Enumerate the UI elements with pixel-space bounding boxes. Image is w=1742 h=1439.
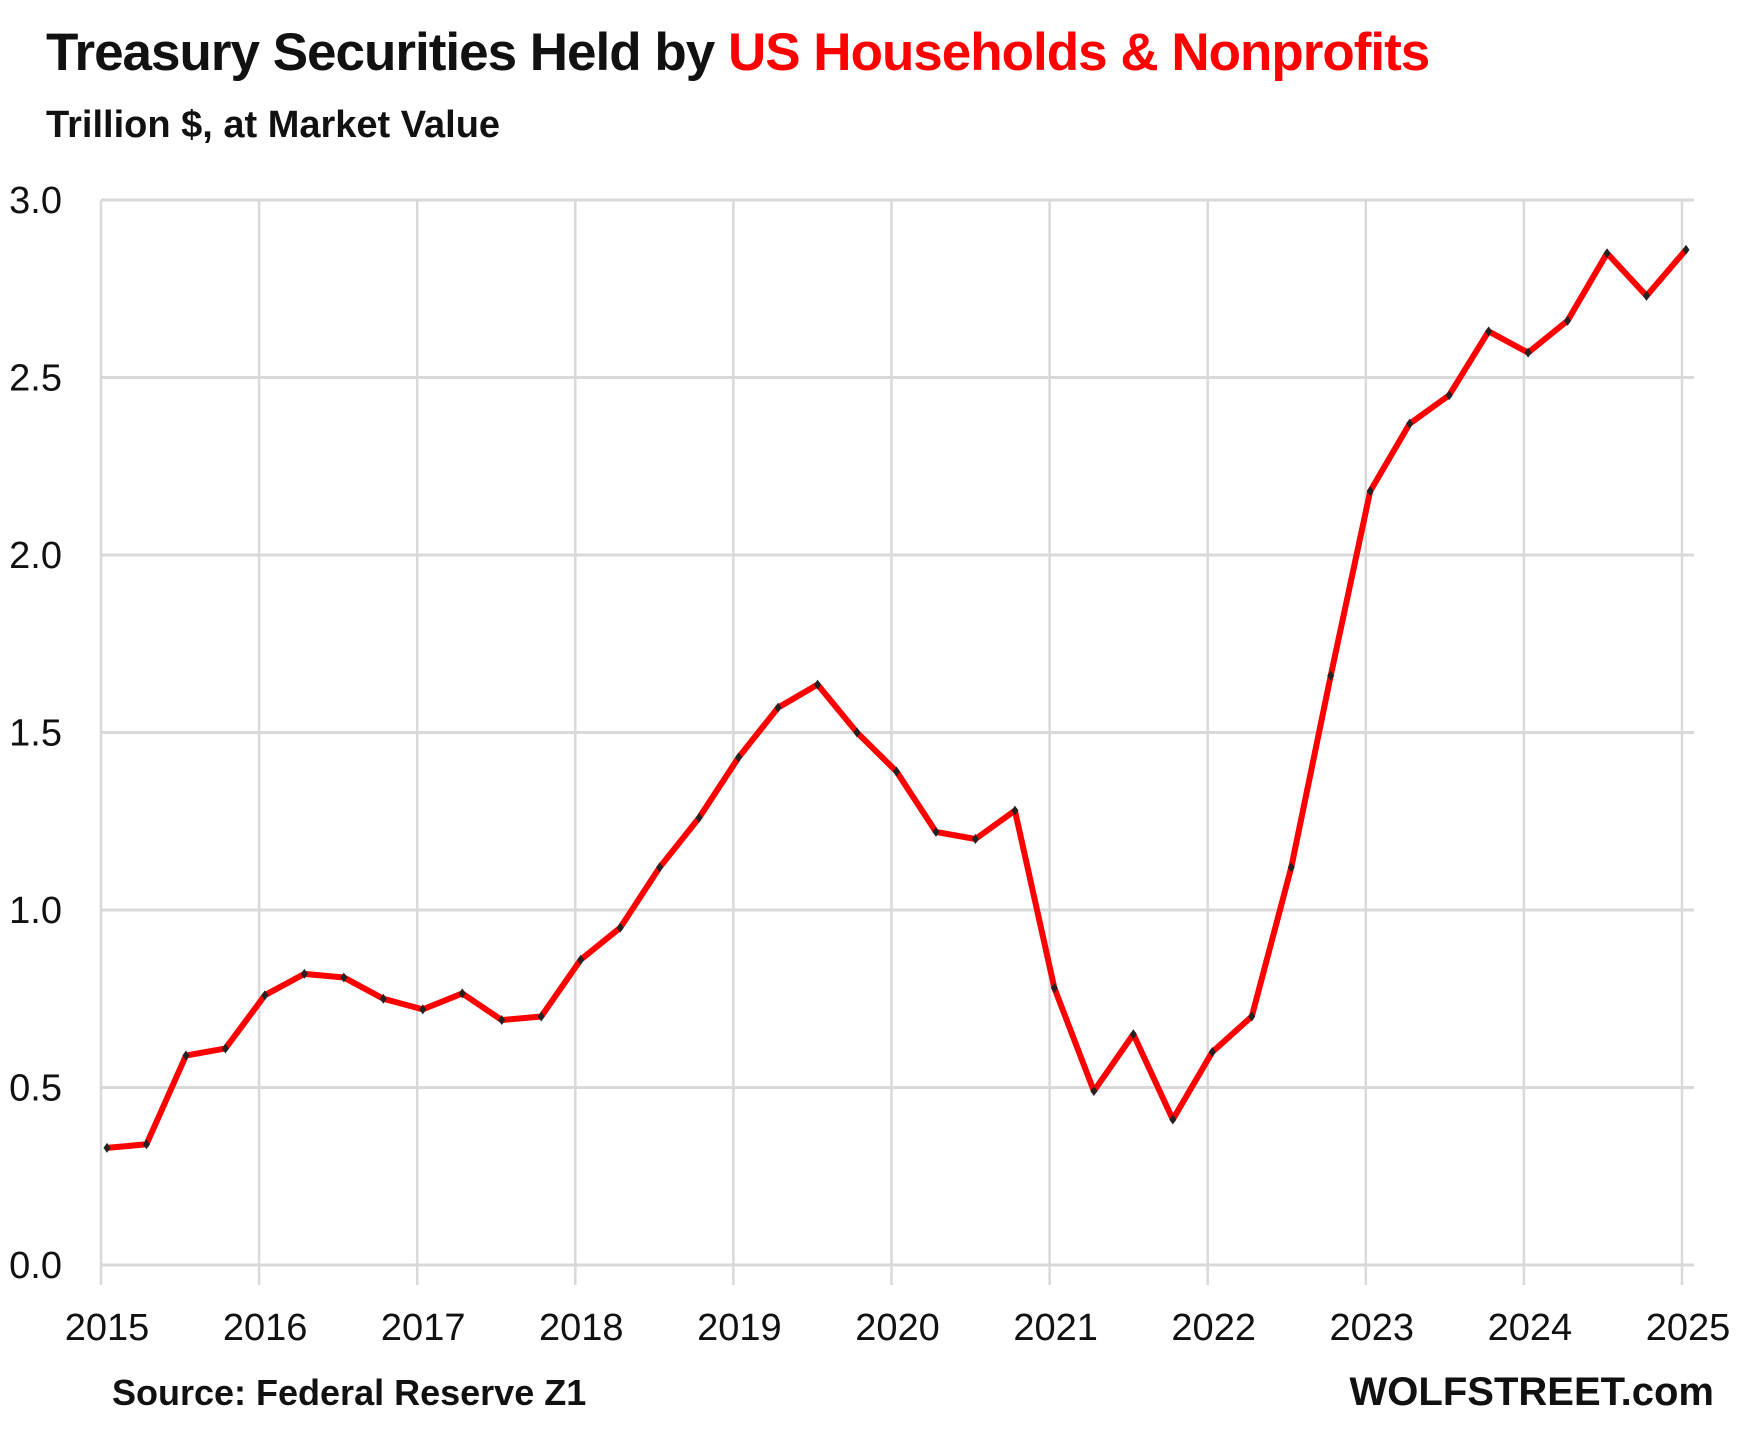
- data-point-marker: [1090, 1086, 1098, 1097]
- chart-title-highlight: US Households & Nonprofits: [727, 23, 1430, 82]
- data-point-marker: [1643, 290, 1651, 301]
- data-point-marker: [537, 1011, 545, 1022]
- data-point-marker: [182, 1050, 190, 1061]
- x-tick-label: 2025: [1646, 1307, 1731, 1349]
- x-tick-label: 2016: [223, 1307, 308, 1349]
- data-point-marker: [814, 679, 822, 690]
- data-point-marker: [971, 834, 979, 844]
- chart-title: Treasury Securities Held by US Household…: [46, 22, 1430, 83]
- data-point-marker: [1682, 244, 1690, 255]
- data-point-marker: [419, 1004, 427, 1015]
- data-point-marker: [340, 972, 348, 983]
- y-tick-label: 1.0: [9, 890, 62, 932]
- data-point-marker: [1129, 1029, 1137, 1040]
- data-point-marker: [1248, 1011, 1256, 1022]
- data-point-marker: [458, 988, 466, 999]
- x-tick-label: 2024: [1488, 1307, 1573, 1349]
- data-point-marker: [577, 954, 585, 965]
- data-point-marker: [1287, 862, 1295, 873]
- data-point-marker: [1208, 1047, 1216, 1057]
- data-point-marker: [261, 990, 269, 1001]
- y-tick-label: 2.0: [9, 535, 62, 577]
- data-point-marker: [221, 1043, 229, 1054]
- brand-watermark: WOLFSTREET.com: [1349, 1370, 1714, 1414]
- data-point-marker: [142, 1139, 150, 1150]
- x-tick-label: 2019: [697, 1307, 782, 1349]
- y-tick-label: 3.0: [9, 180, 62, 222]
- x-tick-label: 2015: [65, 1307, 150, 1349]
- data-point-marker: [1327, 670, 1335, 681]
- chart-title-main: Treasury Securities Held by: [46, 23, 728, 82]
- data-point-marker: [695, 812, 703, 823]
- data-point-marker: [1445, 390, 1453, 401]
- data-point-marker: [1366, 486, 1374, 497]
- chart-subtitle: Trillion $, at Market Value: [46, 104, 501, 146]
- data-point-marker: [1524, 347, 1532, 358]
- data-point-marker: [379, 993, 387, 1004]
- data-point-marker: [1564, 315, 1572, 326]
- data-point-marker: [498, 1015, 506, 1026]
- y-tick-label: 0.0: [9, 1245, 62, 1287]
- data-point-marker: [1603, 248, 1611, 259]
- data-point-marker: [893, 766, 900, 777]
- data-point-marker: [774, 702, 782, 713]
- x-tick-label: 2020: [855, 1307, 940, 1349]
- data-point-marker: [103, 1142, 111, 1153]
- x-tick-label: 2021: [1013, 1307, 1098, 1349]
- data-point-marker: [1169, 1114, 1177, 1125]
- source-note: Source: Federal Reserve Z1: [112, 1372, 587, 1413]
- y-tick-label: 1.5: [9, 713, 62, 755]
- x-tick-label: 2017: [381, 1307, 466, 1349]
- y-tick-label: 0.5: [9, 1068, 62, 1110]
- x-tick-label: 2018: [539, 1307, 624, 1349]
- data-point-marker: [300, 968, 308, 979]
- y-tick-label: 2.5: [9, 358, 62, 400]
- data-point-marker: [1406, 418, 1414, 429]
- data-point-marker: [616, 922, 624, 933]
- x-tick-label: 2023: [1330, 1307, 1415, 1349]
- data-point-marker: [656, 862, 664, 873]
- x-tick-label: 2022: [1171, 1307, 1256, 1349]
- data-point-marker: [1011, 805, 1019, 816]
- data-point-marker: [1485, 326, 1493, 337]
- data-point-marker: [1050, 983, 1058, 994]
- series-line: [106, 247, 1689, 1151]
- data-point-marker: [735, 752, 743, 763]
- data-point-marker: [932, 826, 940, 837]
- data-point-marker: [853, 727, 861, 738]
